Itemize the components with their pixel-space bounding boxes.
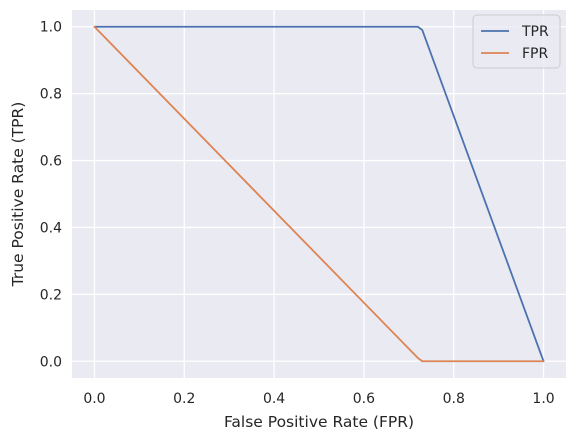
y-axis-label: True Positive Rate (TPR) xyxy=(9,102,27,288)
x-axis-label: False Positive Rate (FPR) xyxy=(224,413,414,431)
y-tick-label: 0.8 xyxy=(40,87,62,103)
legend-label-tpr: TPR xyxy=(521,24,549,40)
x-tick-label: 0.6 xyxy=(353,391,375,407)
x-tick-label: 0.8 xyxy=(443,391,465,407)
series-layer xyxy=(93,25,545,363)
x-tick-label: 1.0 xyxy=(532,391,554,407)
x-tick-label: 0.2 xyxy=(173,391,195,407)
legend-box xyxy=(472,14,561,69)
x-tick-labels: 0.0 0.2 0.4 0.6 0.8 1.0 xyxy=(83,391,554,407)
y-tick-label: 1.0 xyxy=(40,20,62,36)
y-tick-labels: 0.0 0.2 0.4 0.6 0.8 1.0 xyxy=(40,20,62,371)
y-tick-label: 0.4 xyxy=(40,220,62,236)
y-tick-label: 0.2 xyxy=(40,287,62,303)
x-tick-label: 0.4 xyxy=(263,391,285,407)
legend-label-fpr: FPR xyxy=(522,46,548,62)
series-line-tpr xyxy=(93,25,545,363)
y-tick-label: 0.0 xyxy=(40,354,62,370)
x-tick-label: 0.0 xyxy=(83,391,105,407)
y-tick-label: 0.6 xyxy=(40,154,62,170)
legend: TPR FPR xyxy=(472,14,561,69)
grid-lines xyxy=(72,10,566,378)
series-line-fpr xyxy=(93,25,545,363)
plot-background xyxy=(72,10,566,378)
